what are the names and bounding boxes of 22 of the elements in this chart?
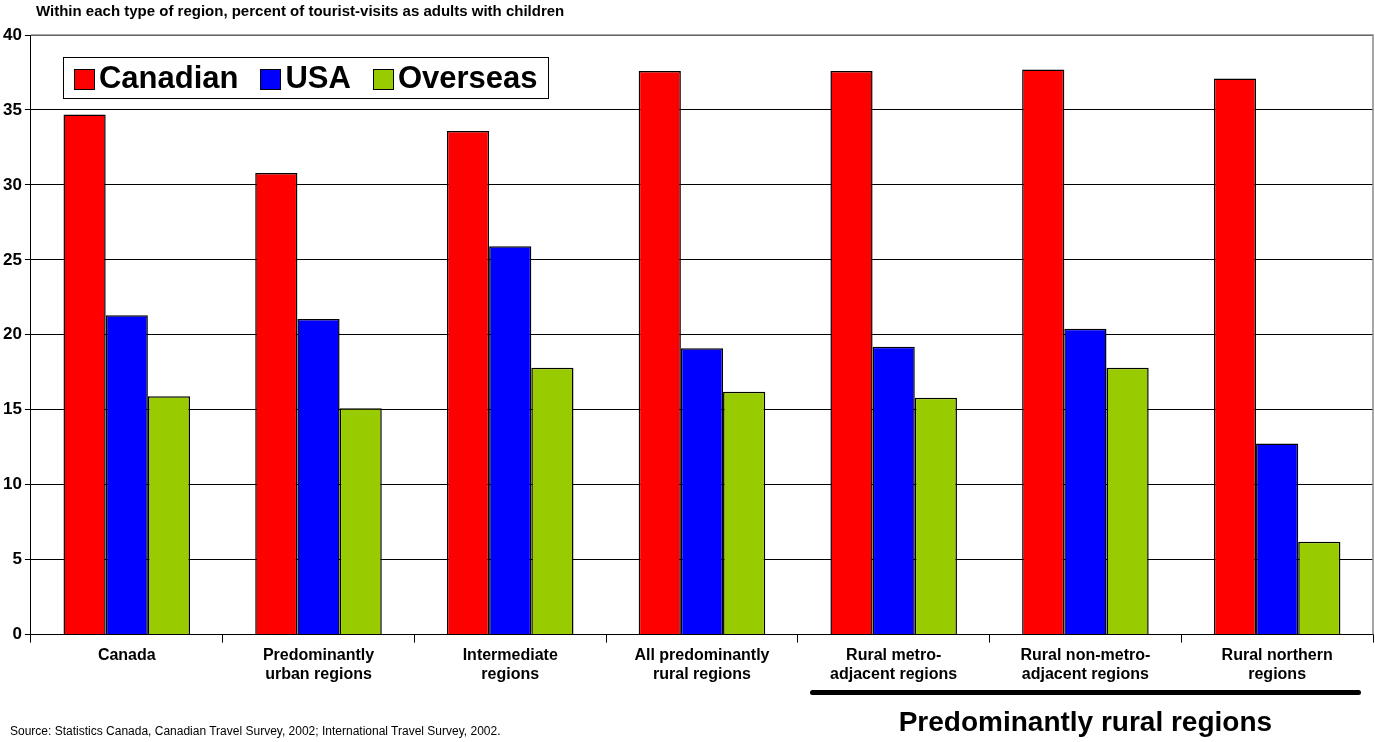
chart-title: Within each type of region, percent of tourist-visits as adults with children [36, 2, 565, 19]
x-tick-label: Predominantly urban regions [262, 645, 375, 682]
legend-label: Overseas [396, 60, 538, 96]
x-tick-label: Rural non-metro-adjacent regions [1020, 645, 1151, 682]
x-tick-label: All predominantly rural regions [634, 645, 770, 682]
x-tick-label: Intermediate regions [462, 645, 558, 682]
y-tick-label: 30 [2, 174, 22, 194]
y-tick-label: 25 [2, 249, 22, 269]
x-tick-label: Rural northern regions [1221, 645, 1333, 682]
y-tick-label: 40 [2, 24, 22, 44]
y-tick-label: 10 [2, 474, 22, 494]
y-tick-label: 0 [12, 624, 22, 644]
source-note: Source: Statistics Canada, Canadian Travel Survey, 2002; International Travel Survey, 2002. [10, 724, 501, 738]
y-tick-label: 20 [2, 324, 22, 344]
text: Predominantly rural regions [897, 706, 1274, 738]
legend-label: Canadian [97, 60, 239, 96]
y-tick-label: 35 [2, 99, 22, 119]
legend-label: USA [284, 60, 351, 96]
y-tick-label: 15 [2, 399, 22, 419]
x-tick-label: Canada [97, 645, 156, 663]
x-tick-label: Rural metro-adjacent regions [830, 645, 958, 682]
y-tick-label: 5 [12, 549, 22, 569]
